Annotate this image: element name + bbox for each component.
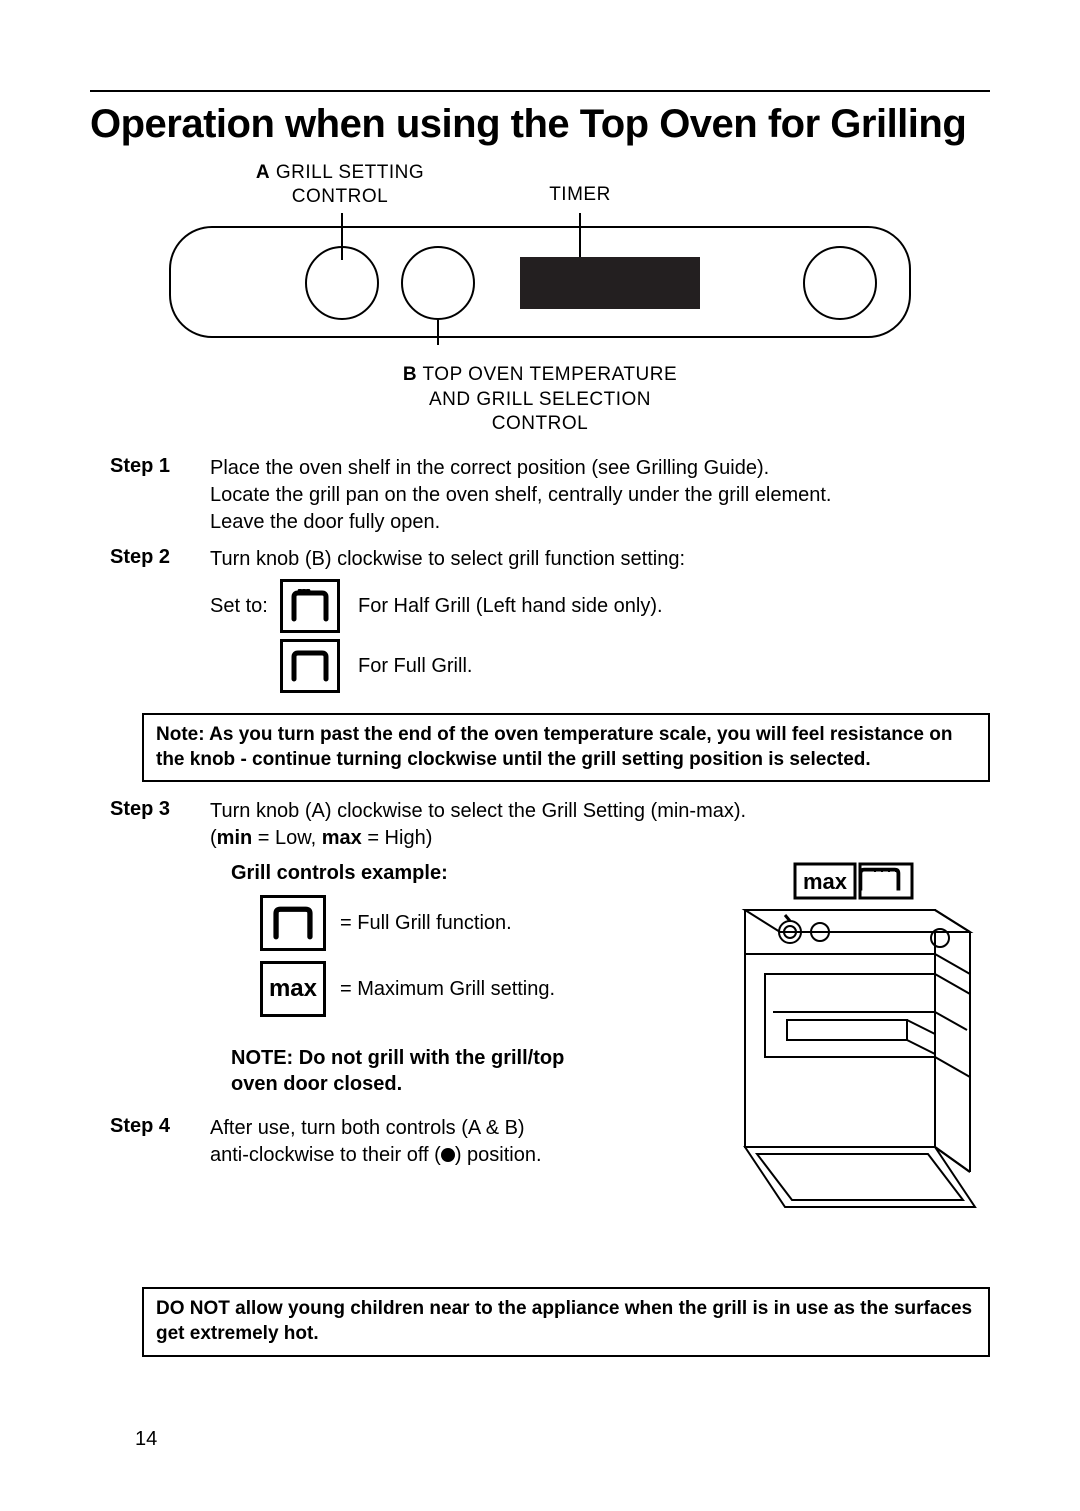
step-2: Step 2 Turn knob (B) clockwise to select… xyxy=(90,546,990,699)
step-body: Place the oven shelf in the correct posi… xyxy=(210,455,990,536)
steps: Step 1 Place the oven shelf in the corre… xyxy=(90,455,990,1357)
max-icon: max xyxy=(260,961,326,1017)
full-grill-icon xyxy=(280,639,340,693)
example-title: Grill controls example: xyxy=(231,862,715,885)
half-grill-desc: For Half Grill (Left hand side only). xyxy=(358,593,663,620)
example-full-desc: = Full Grill function. xyxy=(340,912,512,935)
step-body: Turn knob (A) clockwise to select the Gr… xyxy=(210,798,990,852)
top-rule xyxy=(90,90,990,92)
step-body: After use, turn both controls (A & B) an… xyxy=(210,1115,610,1169)
example-max: max = Maximum Grill setting. xyxy=(260,961,715,1017)
note-resistance: Note: As you turn past the end of the ov… xyxy=(142,713,990,782)
warning-children: DO NOT allow young children near to the … xyxy=(142,1287,990,1356)
example-max-desc: = Maximum Grill setting. xyxy=(340,978,555,1001)
page-number: 14 xyxy=(135,1428,157,1451)
step-label: Step 1 xyxy=(90,455,210,478)
set-full-grill: For Full Grill. xyxy=(210,639,990,693)
set-half-grill: Set to: For Half Grill (Left hand side o… xyxy=(210,579,990,633)
step-4: Step 4 After use, turn both controls (A … xyxy=(90,1115,715,1169)
set-to-label: Set to: xyxy=(210,593,280,620)
label-timer: TIMER xyxy=(530,183,630,207)
step-body: Turn knob (B) clockwise to select grill … xyxy=(210,546,990,699)
page-title: Operation when using the Top Oven for Gr… xyxy=(90,102,990,147)
step-label: Step 3 xyxy=(90,798,210,821)
label-a: A GRILL SETTING CONTROL xyxy=(240,161,440,209)
step-1: Step 1 Place the oven shelf in the corre… xyxy=(90,455,990,536)
manual-page: Operation when using the Top Oven for Gr… xyxy=(0,0,1080,1511)
grill-example-section: Grill controls example: = Full Grill fun… xyxy=(90,862,990,1227)
step-3: Step 3 Turn knob (A) clockwise to select… xyxy=(90,798,990,852)
door-open-note: NOTE: Do not grill with the grill/top ov… xyxy=(231,1045,611,1097)
step-label: Step 4 xyxy=(90,1115,210,1138)
oven-illustration: max xyxy=(735,862,990,1227)
example-full-grill: = Full Grill function. xyxy=(260,895,715,951)
full-grill-icon xyxy=(260,895,326,951)
step-label: Step 2 xyxy=(90,546,210,569)
half-grill-icon xyxy=(280,579,340,633)
svg-text:max: max xyxy=(803,869,848,894)
off-dot-icon xyxy=(441,1148,455,1162)
full-grill-desc: For Full Grill. xyxy=(358,653,472,680)
label-b: B TOP OVEN TEMPERATURE AND GRILL SELECTI… xyxy=(160,363,920,437)
control-panel-diagram: A GRILL SETTING CONTROL TIMER B TOP OVEN… xyxy=(160,165,920,437)
